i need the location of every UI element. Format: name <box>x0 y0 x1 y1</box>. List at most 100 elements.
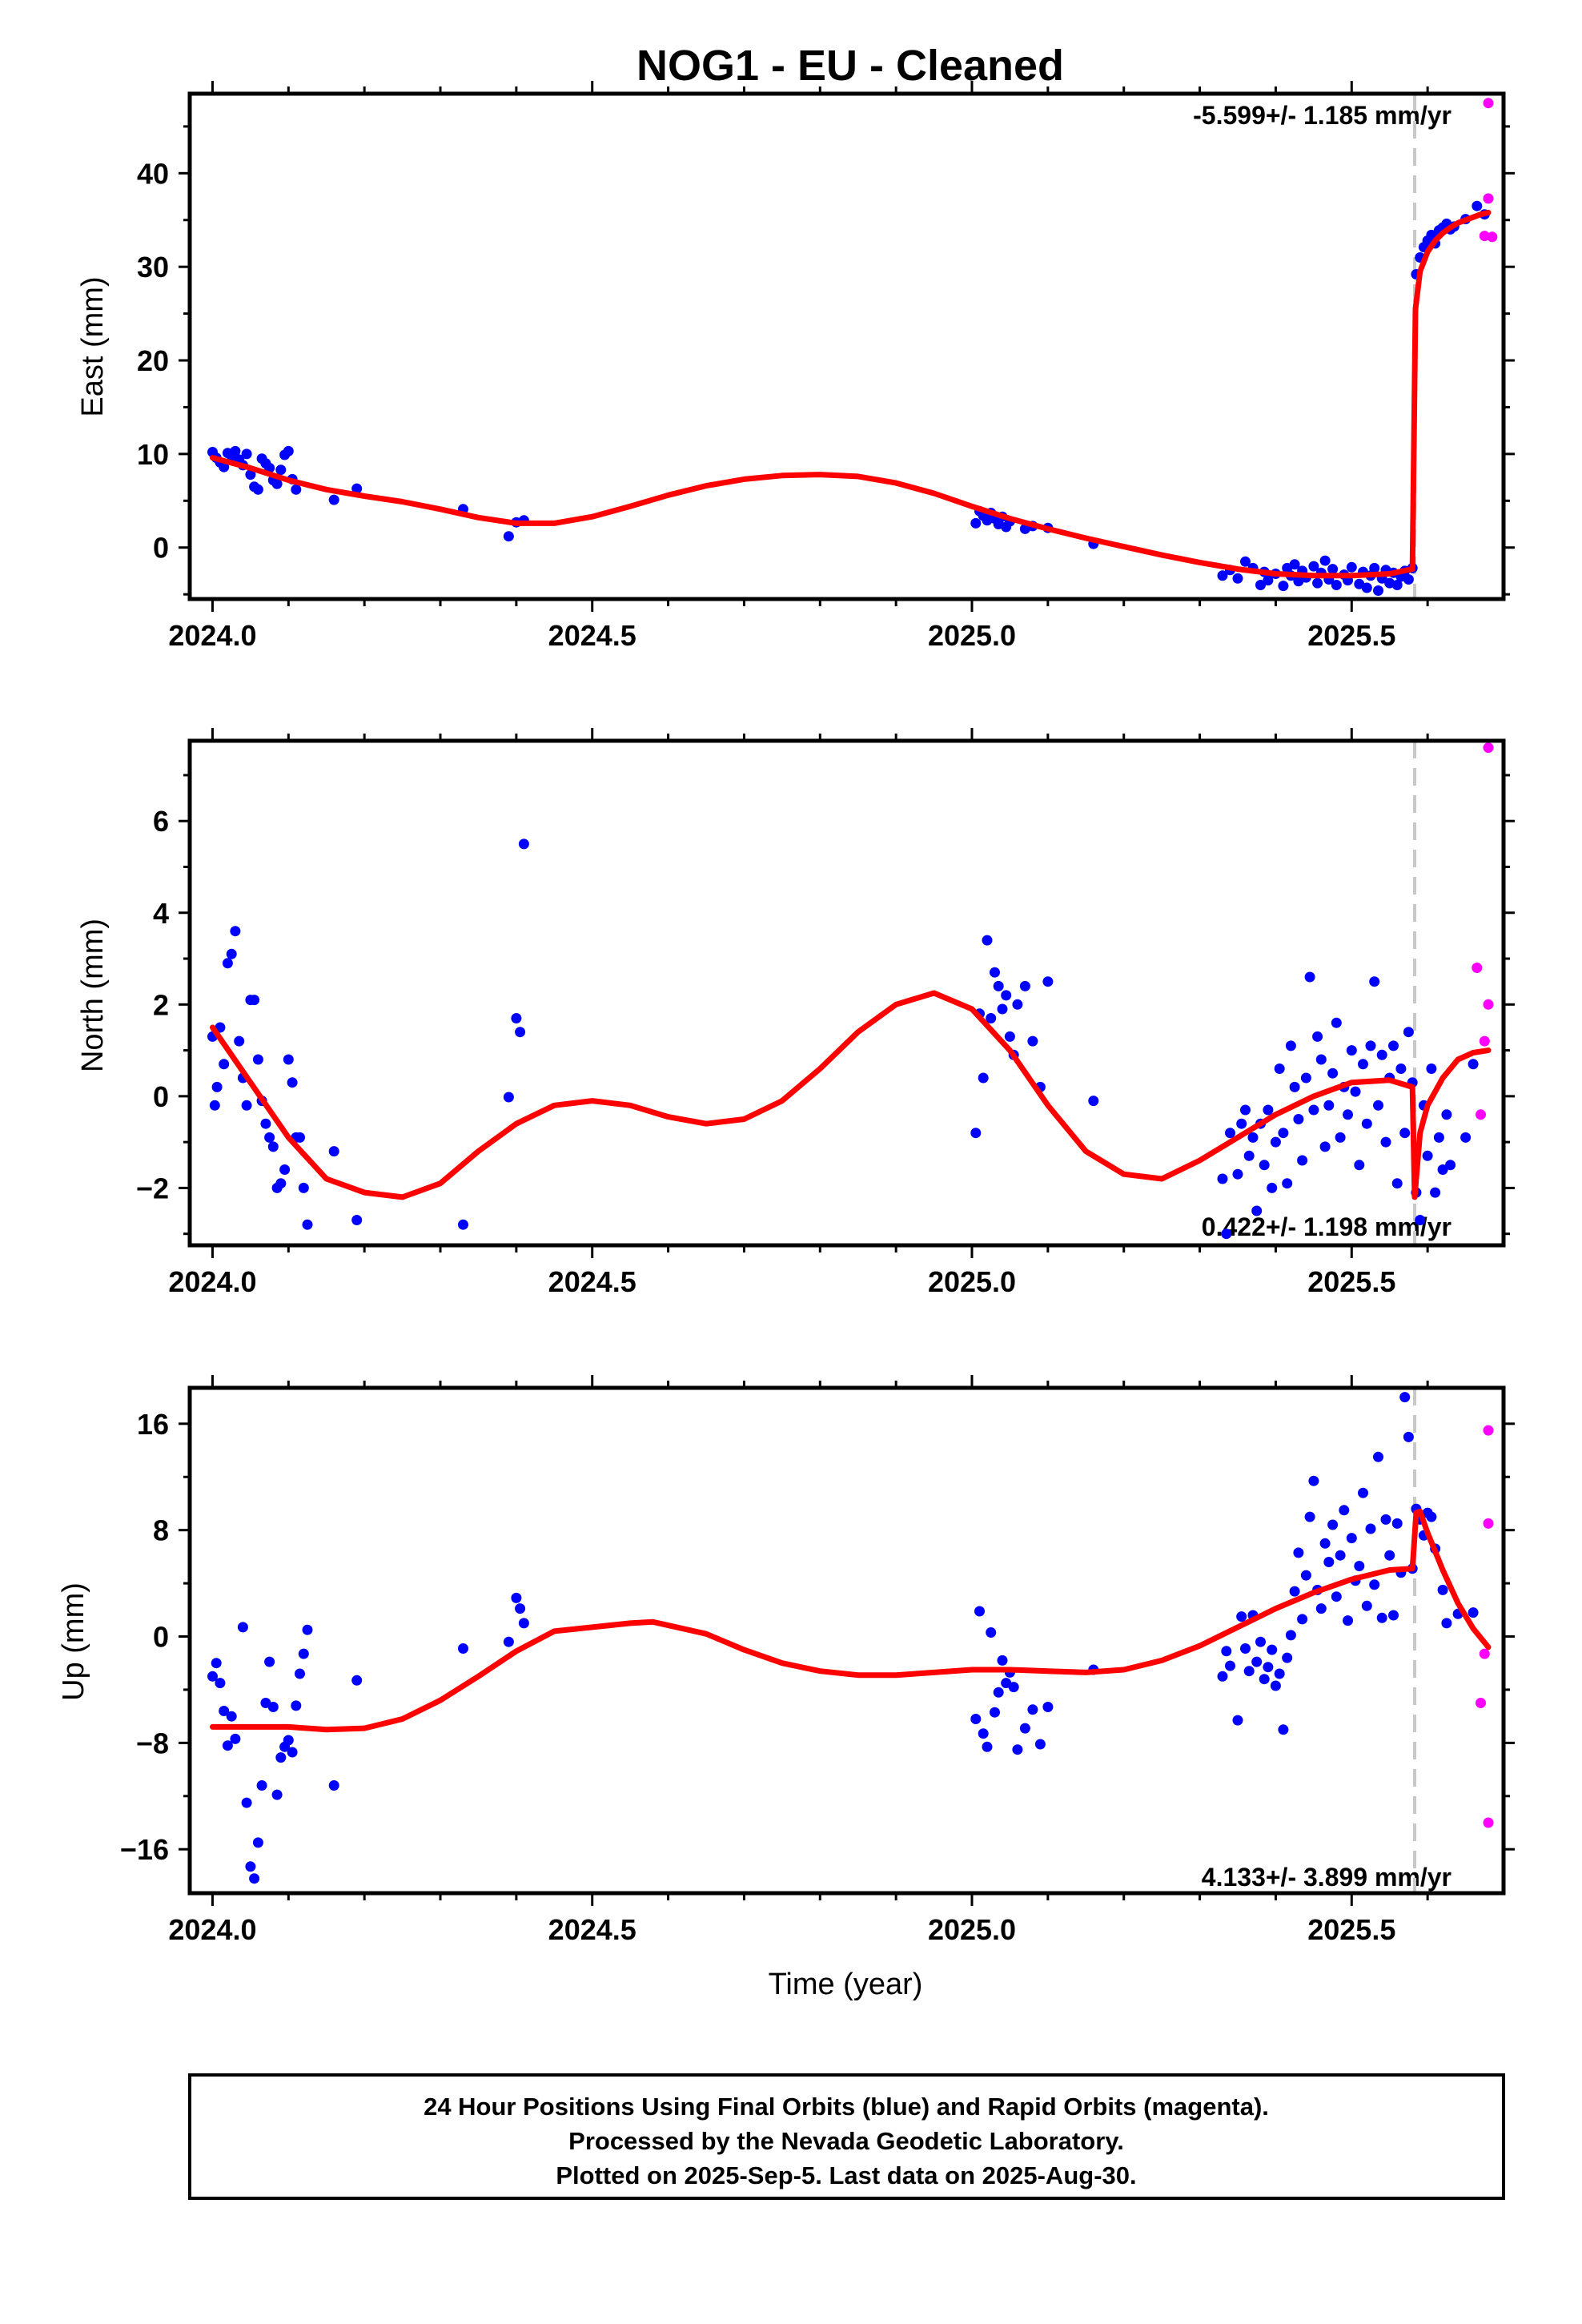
up-final-point <box>503 1636 514 1647</box>
north-final-point <box>1358 1059 1368 1070</box>
north-final-point <box>1263 1104 1274 1116</box>
up-ylabel: Up (mm) <box>57 1582 90 1701</box>
north-final-point <box>1274 1063 1285 1074</box>
up-final-point <box>1437 1584 1448 1595</box>
up-final-point <box>1289 1586 1300 1597</box>
north-final-point <box>1312 1031 1323 1042</box>
up-final-point <box>215 1678 226 1689</box>
north-final-point <box>287 1077 298 1088</box>
north-ylabel: North (mm) <box>76 919 110 1072</box>
north-final-point <box>1289 1081 1300 1092</box>
up-final-point <box>226 1711 237 1722</box>
north-final-point <box>252 1054 263 1065</box>
up-x-tick-label: 2025.0 <box>928 1913 1016 1946</box>
up-final-point <box>351 1675 363 1686</box>
north-final-point <box>1221 1228 1232 1240</box>
north-frame <box>187 738 1506 1248</box>
north-final-point <box>1335 1132 1346 1143</box>
up-final-point <box>295 1668 305 1679</box>
east-final-point <box>1391 580 1403 590</box>
north-final-point <box>997 1003 1008 1015</box>
east-final-point <box>271 478 283 489</box>
east-final-point <box>252 484 263 495</box>
up-final-point <box>245 1861 256 1872</box>
north-final-point <box>1388 1040 1399 1051</box>
up-final-point <box>1343 1615 1353 1626</box>
north-final-point <box>219 1059 230 1070</box>
north-final-point <box>1346 1045 1357 1056</box>
up-x-tick-label: 2024.5 <box>548 1913 636 1946</box>
up-final-point <box>328 1780 339 1791</box>
north-rapid-point <box>1476 1109 1486 1120</box>
north-rapid-point <box>1472 963 1483 973</box>
up-final-point <box>237 1622 248 1633</box>
up-final-point <box>1042 1702 1054 1712</box>
north-final-point <box>1354 1160 1365 1171</box>
north-final-point <box>1267 1182 1278 1193</box>
north-y-tick-label: 2 <box>153 988 169 1021</box>
up-final-point <box>222 1740 233 1751</box>
up-final-point <box>1300 1570 1311 1581</box>
up-plot-area <box>207 1388 1494 1893</box>
north-y-tick-label: 6 <box>153 805 169 838</box>
up-final-point <box>1388 1610 1399 1621</box>
up-final-point <box>986 1627 997 1638</box>
north-final-point <box>1019 980 1030 991</box>
north-final-point <box>1251 1205 1263 1216</box>
north-final-point <box>511 1013 522 1023</box>
north-final-point <box>234 1035 245 1047</box>
north-final-point <box>1415 1215 1426 1225</box>
up-rate-label: 4.133+/- 3.899 mm/yr <box>1202 1863 1452 1892</box>
north-y-tick-label: 4 <box>153 897 169 930</box>
up-final-point <box>1285 1630 1296 1641</box>
up-final-point <box>1384 1550 1395 1561</box>
up-final-point <box>993 1687 1004 1698</box>
up-final-point <box>1358 1487 1368 1498</box>
north-final-point <box>1282 1178 1293 1189</box>
east-final-point <box>283 445 294 456</box>
north-final-point <box>230 926 241 937</box>
east-rapid-point <box>1483 98 1494 109</box>
up-model-curve <box>210 1508 1492 1733</box>
north-final-point <box>267 1141 279 1152</box>
up-final-point <box>1251 1656 1263 1667</box>
up-final-point <box>1346 1533 1357 1544</box>
north-x-tick-label: 2025.0 <box>928 1265 1016 1298</box>
north-final-point <box>351 1215 363 1225</box>
up-final-point <box>1217 1671 1228 1682</box>
north-final-point <box>209 1100 220 1111</box>
north-final-point <box>1217 1173 1228 1184</box>
east-final-point <box>1263 575 1274 586</box>
north-panel: North (mm) 0.422+/- 1.198 mm/yr 2024.0 20… <box>76 728 1515 1298</box>
north-final-point <box>298 1182 309 1193</box>
east-y-tick-label: 20 <box>137 344 169 377</box>
footer-box: 24 Hour Positions Using Final Orbits (bl… <box>188 2073 1505 2200</box>
up-final-point <box>211 1658 222 1669</box>
up-final-point <box>1008 1682 1019 1693</box>
east-ylabel: East (mm) <box>76 276 110 416</box>
north-final-point <box>1012 999 1023 1010</box>
north-final-point <box>1437 1164 1448 1175</box>
north-final-point <box>1004 1031 1015 1042</box>
north-final-point <box>1323 1100 1335 1111</box>
east-model-curve <box>210 209 1492 579</box>
north-final-point <box>1373 1100 1383 1111</box>
footer-line-1: 24 Hour Positions Using Final Orbits (bl… <box>424 2093 1269 2121</box>
up-rapid-point <box>1483 1425 1494 1436</box>
north-final-point <box>1259 1160 1270 1171</box>
east-y-tick-label: 30 <box>137 251 169 283</box>
up-final-point <box>1323 1557 1335 1567</box>
up-final-point <box>252 1837 263 1848</box>
up-y-tick-label: −8 <box>136 1727 169 1759</box>
east-final-point <box>1346 561 1357 573</box>
north-final-point <box>1350 1086 1361 1097</box>
north-final-point <box>1315 1054 1327 1065</box>
north-final-point <box>1426 1063 1437 1074</box>
up-final-point <box>1012 1744 1023 1755</box>
north-final-point <box>515 1027 526 1038</box>
up-final-point <box>1376 1612 1387 1623</box>
up-final-point <box>1278 1724 1289 1735</box>
north-final-point <box>1331 1017 1342 1028</box>
north-final-point <box>1297 1155 1308 1166</box>
